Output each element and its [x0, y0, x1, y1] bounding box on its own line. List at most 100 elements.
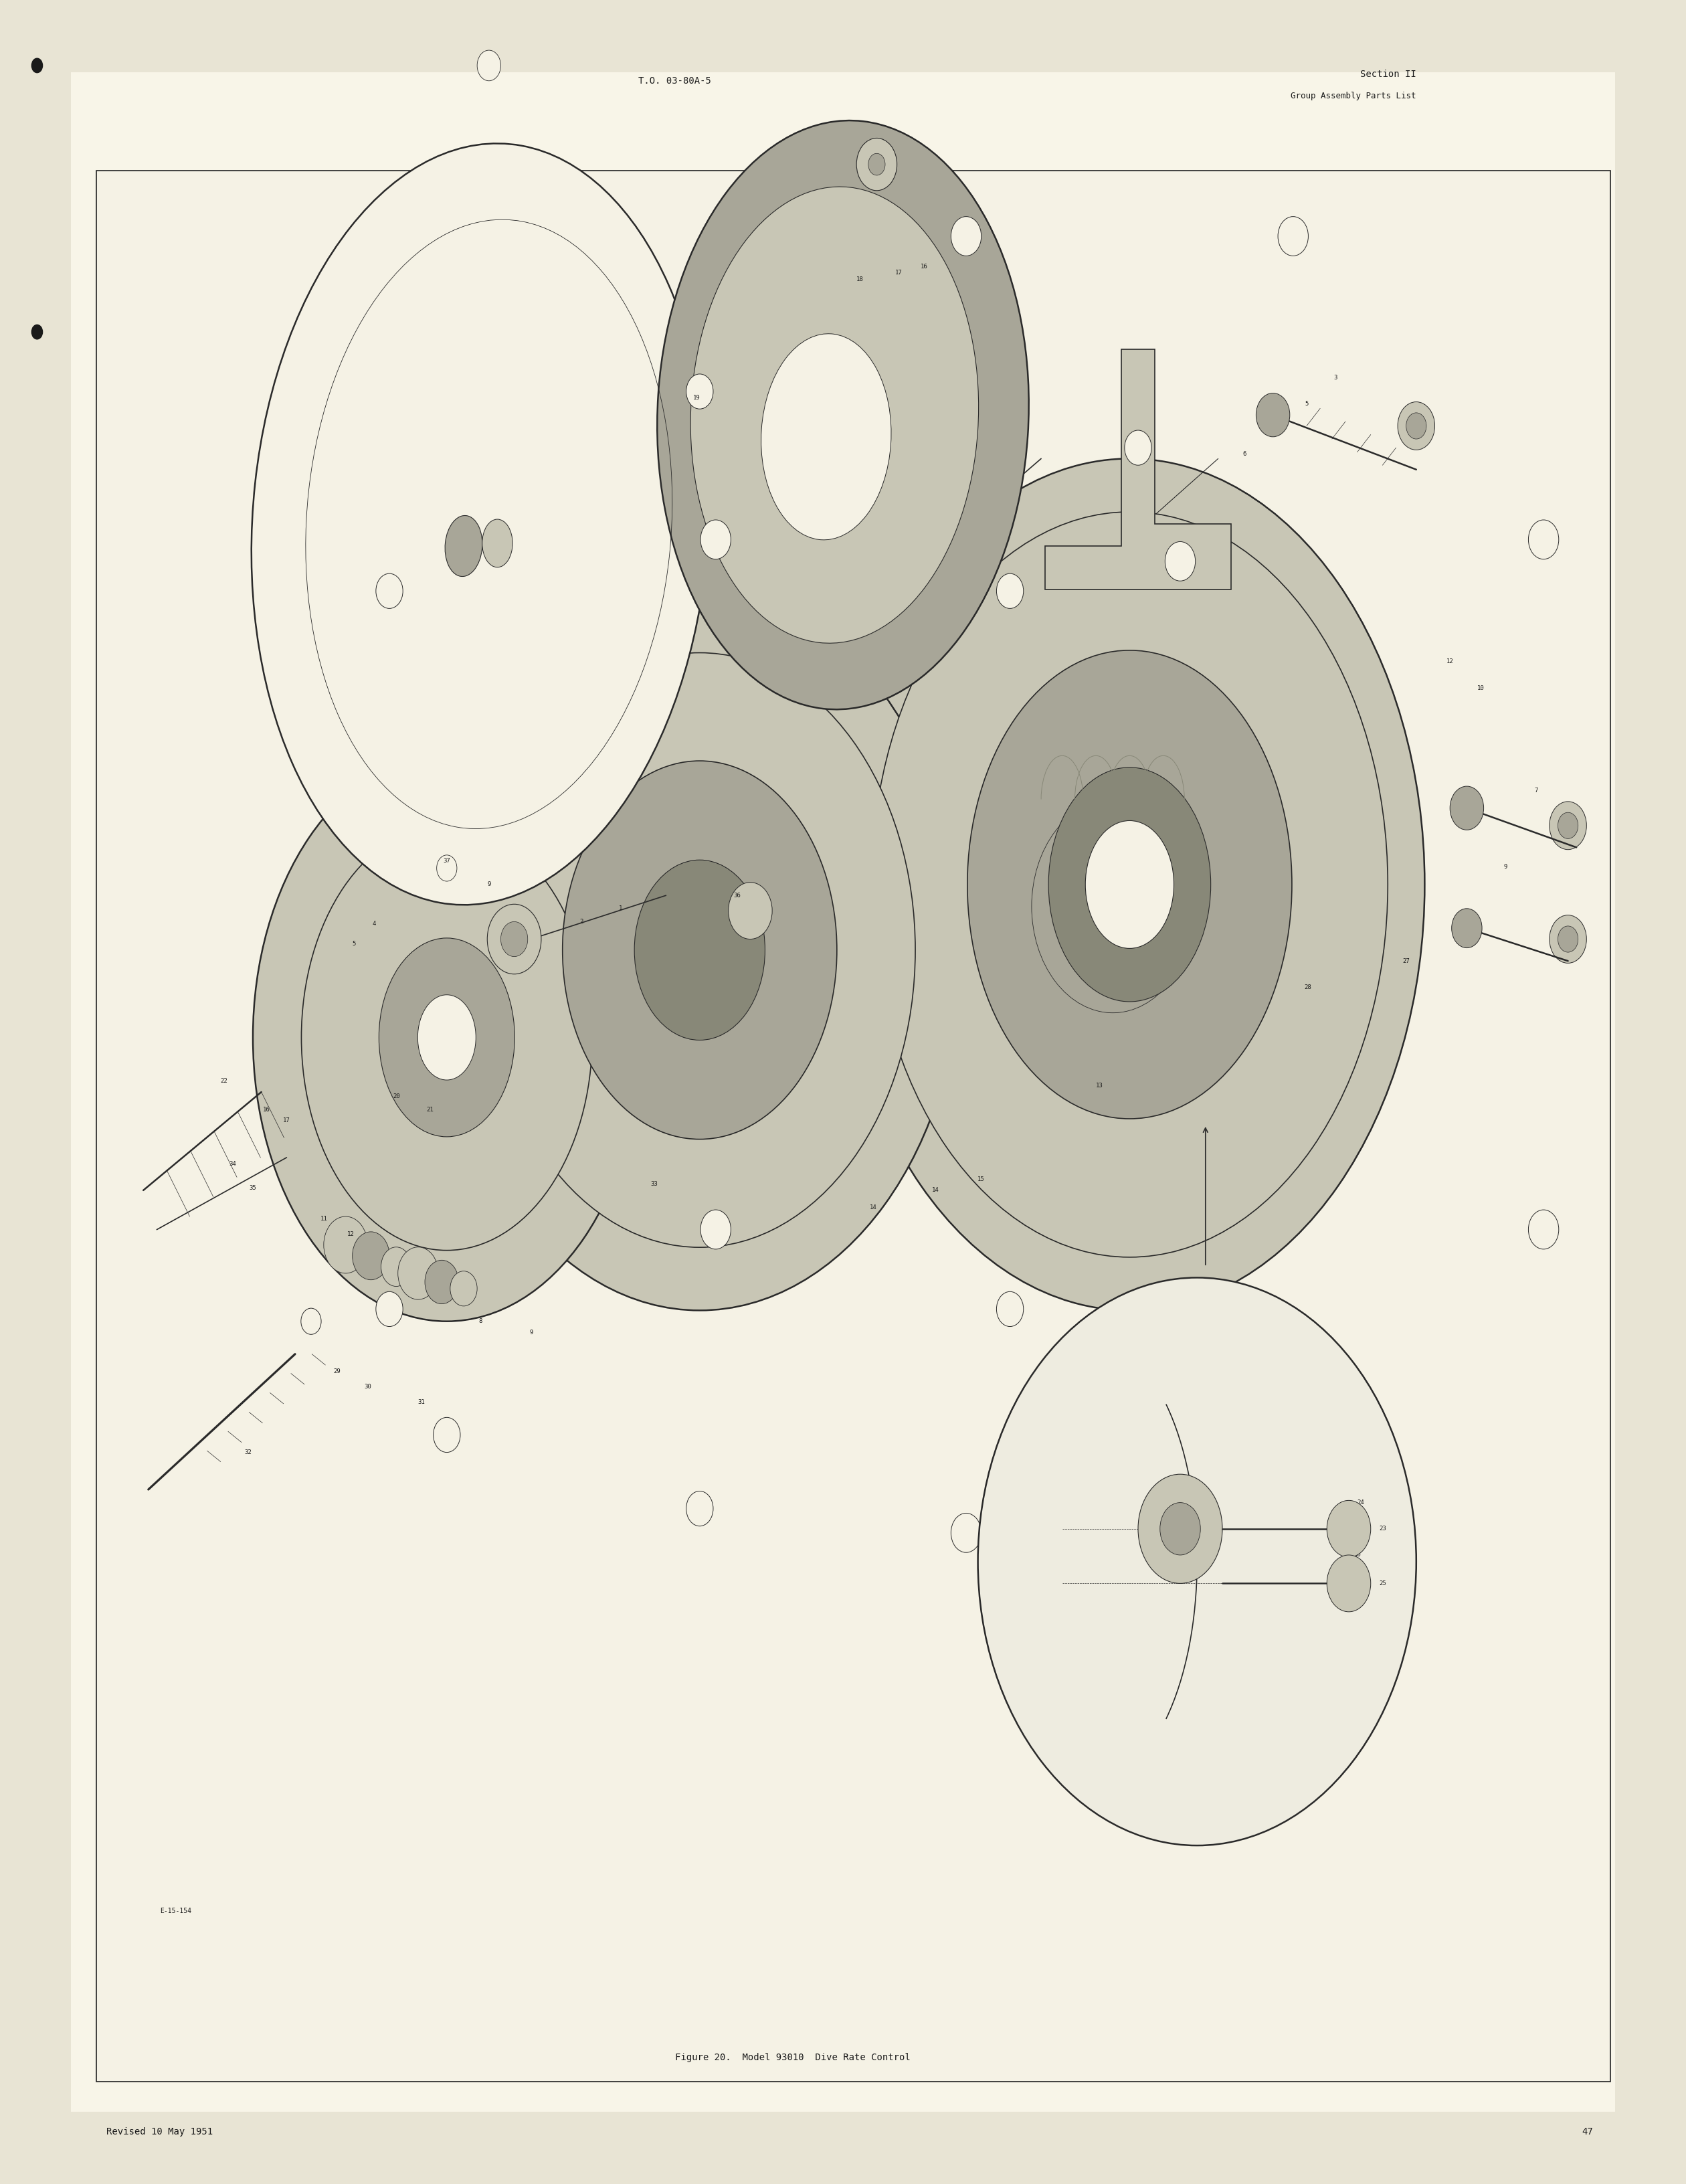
Text: Group Assembly Parts List: Group Assembly Parts List [1291, 92, 1416, 100]
Text: 31: 31 [418, 1400, 425, 1404]
Circle shape [1165, 542, 1195, 581]
Text: Figure 20.  Model 93010  Dive Rate Control: Figure 20. Model 93010 Dive Rate Control [674, 2053, 910, 2062]
Ellipse shape [563, 760, 836, 1140]
Text: Section II: Section II [1361, 70, 1416, 79]
Text: 18: 18 [856, 277, 863, 282]
Text: 12: 12 [1447, 660, 1453, 664]
Text: 47: 47 [1581, 2127, 1593, 2136]
Text: 23: 23 [1379, 1527, 1386, 1531]
Text: 12: 12 [347, 1232, 354, 1236]
Ellipse shape [760, 334, 892, 539]
Circle shape [450, 1271, 477, 1306]
Text: 9: 9 [487, 882, 491, 887]
Circle shape [30, 57, 42, 72]
Text: 1: 1 [619, 906, 622, 911]
Circle shape [951, 216, 981, 256]
Circle shape [728, 882, 772, 939]
Text: 29: 29 [334, 1369, 341, 1374]
Ellipse shape [484, 653, 915, 1247]
Circle shape [1138, 1474, 1222, 1583]
Circle shape [686, 373, 713, 408]
Text: 8: 8 [479, 1319, 482, 1324]
Ellipse shape [379, 939, 514, 1136]
Text: 30: 30 [364, 1385, 371, 1389]
Text: T.O. 03-80A-5: T.O. 03-80A-5 [637, 76, 711, 85]
Ellipse shape [872, 511, 1388, 1258]
Circle shape [996, 1291, 1023, 1326]
Text: 34: 34 [229, 1162, 236, 1166]
Text: 36: 36 [733, 893, 740, 898]
Circle shape [686, 1492, 713, 1527]
Text: 4: 4 [373, 922, 376, 926]
Circle shape [1529, 520, 1560, 559]
Text: 22: 22 [221, 1079, 228, 1083]
Text: Revised 10 May 1951: Revised 10 May 1951 [106, 2127, 212, 2136]
Text: 33: 33 [651, 1182, 658, 1186]
Circle shape [477, 50, 501, 81]
Text: 9: 9 [529, 1330, 533, 1334]
Text: 35: 35 [250, 1186, 256, 1190]
Circle shape [1549, 915, 1587, 963]
Circle shape [700, 520, 730, 559]
Text: E-15-154: E-15-154 [160, 1907, 192, 1915]
Circle shape [1256, 393, 1290, 437]
Circle shape [1558, 812, 1578, 839]
Circle shape [1278, 216, 1308, 256]
Text: 25: 25 [1379, 1581, 1386, 1586]
Ellipse shape [1032, 799, 1194, 1013]
Circle shape [1125, 430, 1152, 465]
Circle shape [868, 153, 885, 175]
Text: 21: 21 [427, 1107, 433, 1112]
Circle shape [398, 1247, 438, 1299]
Text: 9: 9 [1504, 865, 1507, 869]
Text: 2: 2 [580, 919, 583, 924]
Circle shape [1160, 1503, 1200, 1555]
Circle shape [437, 854, 457, 880]
Circle shape [501, 922, 528, 957]
Circle shape [1398, 402, 1435, 450]
Text: 17: 17 [283, 1118, 290, 1123]
Ellipse shape [482, 520, 513, 568]
Circle shape [376, 1291, 403, 1326]
Text: 27: 27 [1403, 959, 1409, 963]
Circle shape [1327, 1500, 1371, 1557]
Polygon shape [1045, 349, 1231, 590]
Ellipse shape [835, 459, 1425, 1310]
Circle shape [381, 1247, 411, 1286]
Ellipse shape [302, 823, 592, 1249]
Text: 16: 16 [921, 264, 927, 269]
Ellipse shape [980, 725, 1246, 1088]
Circle shape [1327, 1555, 1371, 1612]
Ellipse shape [253, 753, 641, 1321]
Circle shape [300, 1308, 320, 1334]
Circle shape [700, 1210, 730, 1249]
Circle shape [425, 1260, 459, 1304]
Circle shape [951, 1514, 981, 1553]
Ellipse shape [438, 590, 961, 1310]
Text: 28: 28 [1305, 985, 1312, 989]
Text: 26: 26 [1354, 1553, 1361, 1557]
Text: 5: 5 [1305, 402, 1308, 406]
Bar [96, 170, 1610, 2081]
Circle shape [1406, 413, 1426, 439]
Text: 14: 14 [870, 1206, 877, 1210]
Text: 6: 6 [1243, 452, 1246, 456]
Ellipse shape [251, 144, 710, 904]
Ellipse shape [445, 515, 482, 577]
Text: 15: 15 [978, 1177, 985, 1182]
Text: 5: 5 [352, 941, 356, 946]
Text: 17: 17 [895, 271, 902, 275]
Text: 19: 19 [693, 395, 700, 400]
Circle shape [487, 904, 541, 974]
Circle shape [1452, 909, 1482, 948]
Circle shape [433, 1417, 460, 1452]
Text: 7: 7 [1534, 788, 1538, 793]
Text: 37: 37 [443, 858, 450, 863]
Circle shape [1549, 802, 1587, 850]
Text: 11: 11 [320, 1216, 327, 1221]
Circle shape [856, 138, 897, 190]
Text: 13: 13 [1096, 1083, 1103, 1088]
Circle shape [324, 1216, 368, 1273]
Ellipse shape [418, 996, 475, 1079]
Text: 10: 10 [1477, 686, 1484, 690]
